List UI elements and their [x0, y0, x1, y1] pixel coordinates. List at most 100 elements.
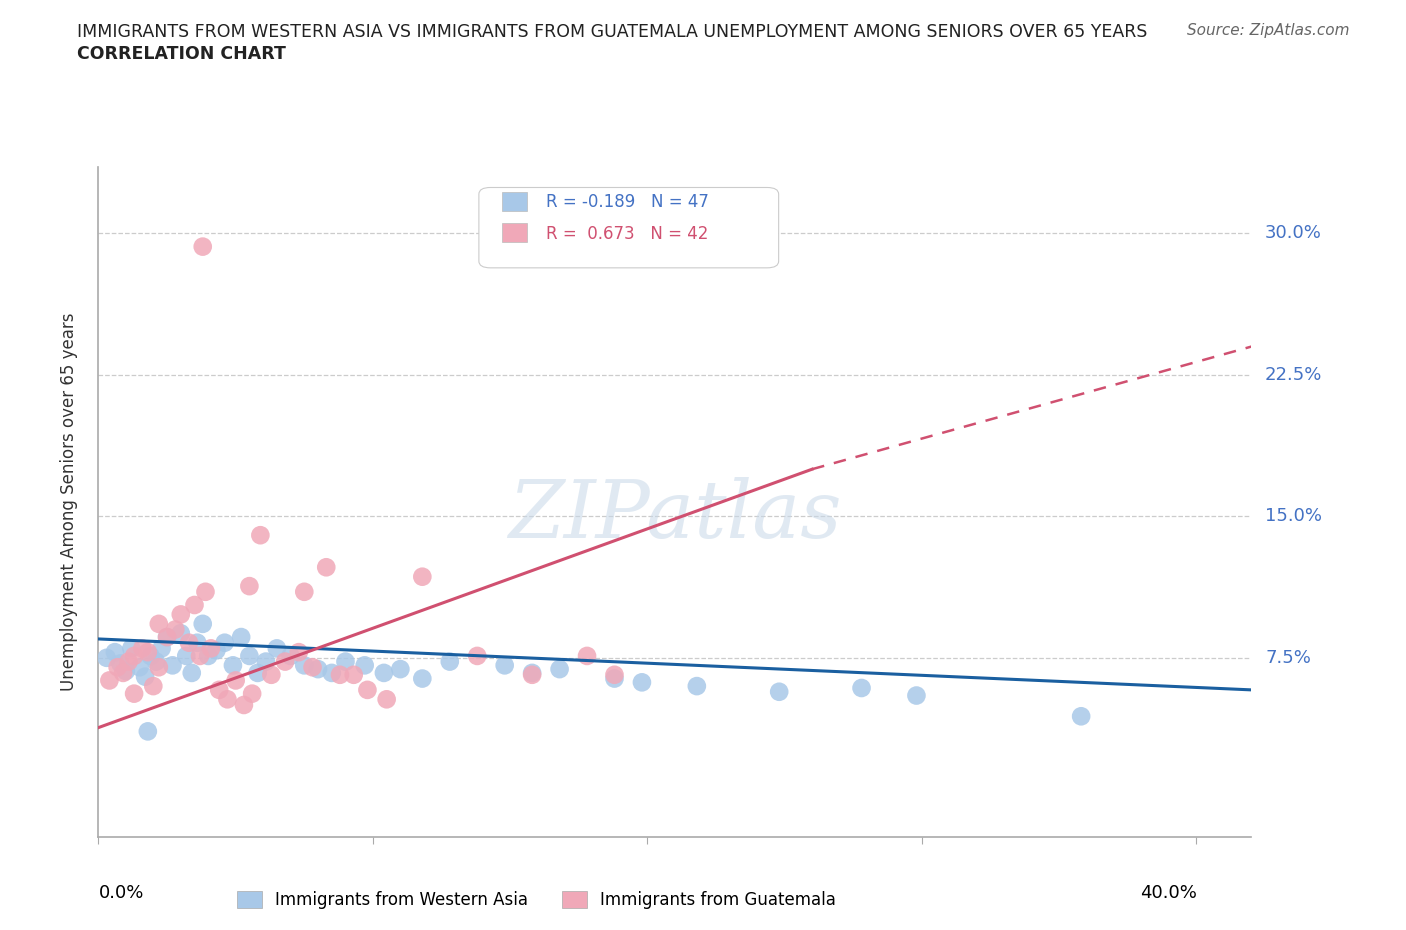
Point [174, 648, 197, 663]
Y-axis label: Unemployment Among Seniors over 65 years: Unemployment Among Seniors over 65 years [59, 313, 77, 691]
Point [274, 654, 297, 669]
Text: 30.0%: 30.0% [1265, 224, 1322, 243]
Text: IMMIGRANTS FROM WESTERN ASIA VS IMMIGRANTS FROM GUATEMALA UNEMPLOYMENT AMONG SEN: IMMIGRANTS FROM WESTERN ASIA VS IMMIGRAN… [77, 23, 1147, 41]
Point [232, 698, 254, 712]
Point [603, 668, 626, 683]
Text: 22.5%: 22.5% [1265, 365, 1323, 384]
FancyBboxPatch shape [479, 188, 779, 268]
Point [115, 664, 138, 679]
Point [122, 686, 145, 701]
Point [373, 666, 395, 681]
Point [307, 661, 329, 676]
Legend: Immigrants from Western Asia, Immigrants from Guatemala: Immigrants from Western Asia, Immigrants… [231, 884, 842, 916]
Point [520, 668, 543, 683]
Point [145, 654, 167, 669]
Point [148, 617, 170, 631]
Point [170, 607, 193, 622]
Point [246, 666, 269, 681]
Point [188, 648, 211, 663]
Point [150, 641, 173, 656]
Point [292, 584, 315, 599]
Text: R =  0.673   N = 42: R = 0.673 N = 42 [546, 225, 709, 243]
Point [321, 666, 343, 681]
Point [186, 635, 208, 650]
Point [768, 684, 790, 699]
Text: ZIPatlas: ZIPatlas [508, 477, 842, 554]
Point [389, 661, 412, 676]
Point [439, 654, 461, 669]
Point [170, 626, 193, 641]
Point [96, 650, 118, 665]
Point [139, 648, 162, 663]
Point [197, 648, 219, 663]
Point [107, 659, 129, 674]
Point [214, 635, 236, 650]
Point [353, 658, 375, 672]
Point [231, 630, 253, 644]
Point [851, 681, 873, 696]
Text: 7.5%: 7.5% [1265, 649, 1310, 667]
Text: 15.0%: 15.0% [1265, 508, 1322, 525]
Point [208, 683, 231, 698]
Point [183, 598, 205, 613]
Point [148, 659, 170, 674]
Point [131, 641, 153, 656]
Point [576, 648, 599, 663]
Point [1070, 709, 1092, 724]
Point [280, 648, 302, 663]
Point [191, 617, 214, 631]
Point [260, 668, 283, 683]
Point [494, 658, 516, 672]
FancyBboxPatch shape [502, 192, 527, 211]
Point [98, 673, 121, 688]
Text: R = -0.189   N = 47: R = -0.189 N = 47 [546, 193, 709, 211]
Point [356, 683, 378, 698]
Point [136, 644, 159, 659]
Point [205, 643, 228, 658]
Point [128, 659, 150, 674]
Point [329, 668, 352, 683]
Text: Source: ZipAtlas.com: Source: ZipAtlas.com [1187, 23, 1350, 38]
Point [136, 724, 159, 738]
Point [603, 671, 626, 686]
Point [465, 648, 488, 663]
Point [631, 675, 654, 690]
Point [254, 654, 277, 669]
Point [548, 661, 571, 676]
Point [134, 670, 156, 684]
Point [122, 648, 145, 663]
Point [112, 666, 135, 681]
Point [238, 648, 260, 663]
Point [117, 654, 139, 669]
Point [520, 666, 543, 681]
Point [335, 654, 357, 669]
Point [104, 644, 127, 659]
Point [142, 679, 165, 694]
Point [156, 630, 179, 644]
Point [191, 239, 214, 254]
Point [375, 692, 398, 707]
Point [217, 692, 239, 707]
Point [238, 578, 260, 593]
Point [301, 659, 323, 674]
Point [292, 658, 315, 672]
Text: 40.0%: 40.0% [1140, 884, 1197, 902]
Point [686, 679, 709, 694]
Text: CORRELATION CHART: CORRELATION CHART [77, 45, 287, 62]
Point [315, 560, 337, 575]
Text: 0.0%: 0.0% [98, 884, 143, 902]
Point [156, 630, 179, 644]
Point [162, 658, 184, 672]
Point [411, 569, 433, 584]
Point [120, 641, 142, 656]
Point [343, 668, 366, 683]
Point [288, 644, 311, 659]
Point [194, 584, 217, 599]
Point [240, 686, 263, 701]
Point [180, 666, 202, 681]
Point [249, 527, 271, 542]
Point [200, 641, 222, 656]
Point [165, 622, 187, 637]
Point [177, 635, 200, 650]
Point [110, 656, 132, 671]
